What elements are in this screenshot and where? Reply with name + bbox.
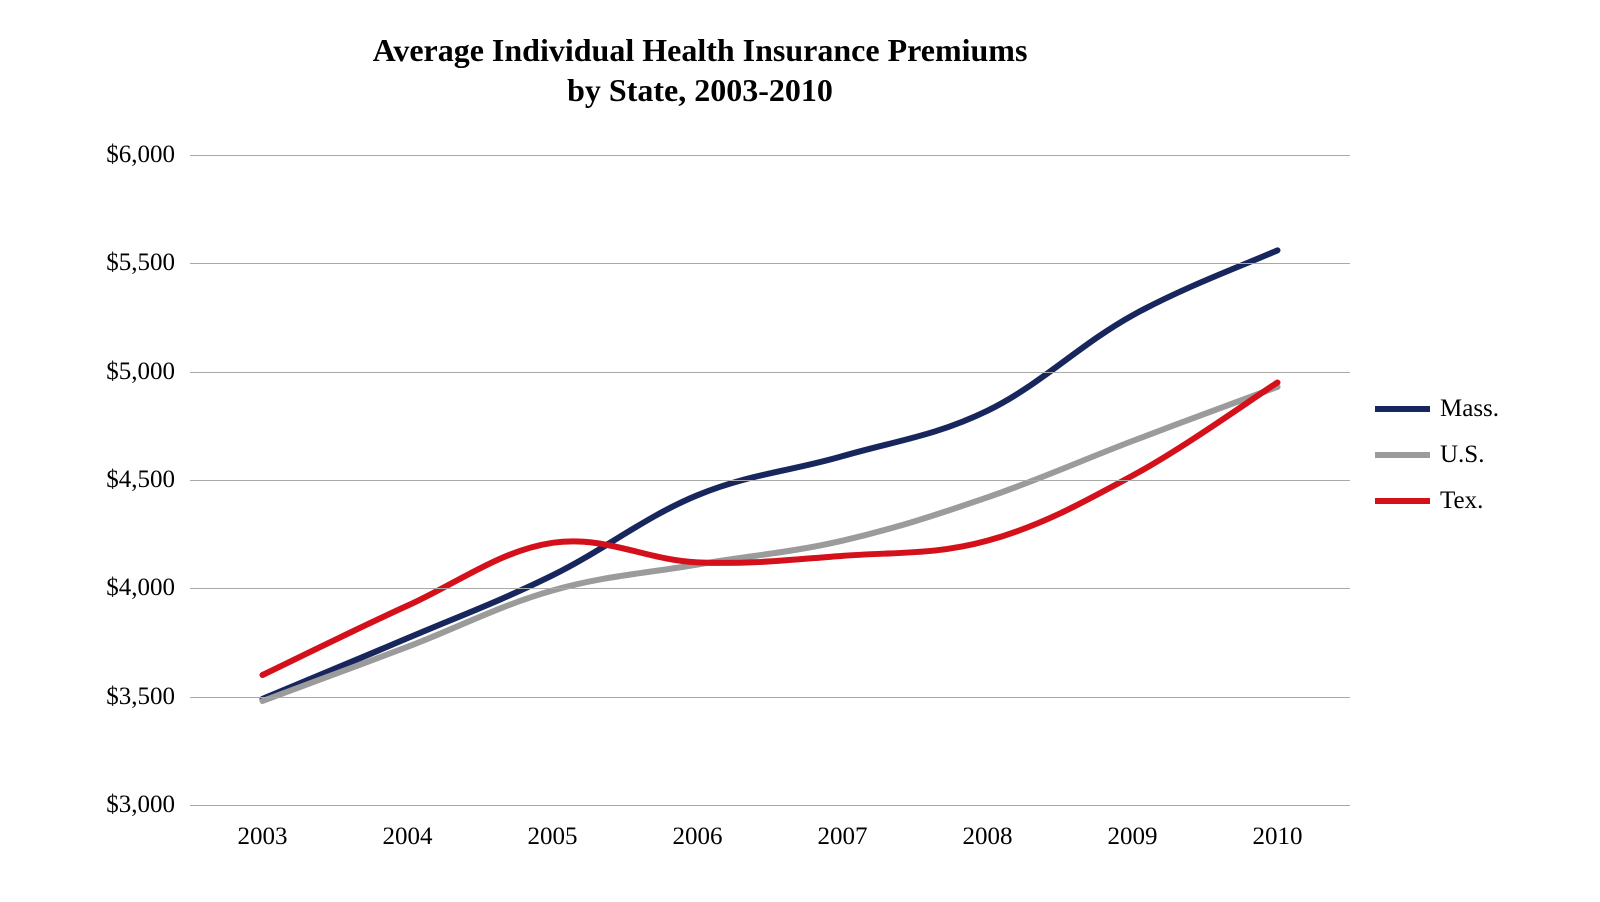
legend-swatch bbox=[1375, 406, 1430, 412]
legend-swatch bbox=[1375, 452, 1430, 458]
x-tick-label: 2009 bbox=[1108, 823, 1158, 851]
legend-label: U.S. bbox=[1440, 441, 1484, 469]
series-line bbox=[263, 387, 1278, 701]
gridline bbox=[190, 480, 1350, 481]
legend-item: U.S. bbox=[1375, 441, 1499, 469]
title-line-1: Average Individual Health Insurance Prem… bbox=[373, 32, 1028, 68]
gridline bbox=[190, 588, 1350, 589]
y-tick-label: $3,500 bbox=[50, 683, 175, 711]
legend-swatch bbox=[1375, 498, 1430, 504]
x-tick-label: 2006 bbox=[673, 823, 723, 851]
y-tick-label: $4,000 bbox=[50, 574, 175, 602]
y-tick-label: $4,500 bbox=[50, 466, 175, 494]
series-line bbox=[263, 250, 1278, 698]
legend-label: Tex. bbox=[1440, 487, 1483, 515]
gridline bbox=[190, 805, 1350, 806]
x-tick-label: 2008 bbox=[963, 823, 1013, 851]
x-tick-label: 2007 bbox=[818, 823, 868, 851]
y-tick-label: $5,500 bbox=[50, 249, 175, 277]
chart-container: Average Individual Health Insurance Prem… bbox=[0, 0, 1600, 902]
x-tick-label: 2004 bbox=[383, 823, 433, 851]
plot-area: $3,000$3,500$4,000$4,500$5,000$5,500$6,0… bbox=[190, 155, 1350, 805]
gridline bbox=[190, 697, 1350, 698]
gridline bbox=[190, 263, 1350, 264]
legend-item: Tex. bbox=[1375, 487, 1499, 515]
y-tick-label: $6,000 bbox=[50, 141, 175, 169]
legend-item: Mass. bbox=[1375, 395, 1499, 423]
legend-label: Mass. bbox=[1440, 395, 1499, 423]
chart-title: Average Individual Health Insurance Prem… bbox=[0, 30, 1400, 110]
y-tick-label: $3,000 bbox=[50, 791, 175, 819]
x-tick-label: 2010 bbox=[1253, 823, 1303, 851]
title-line-2: by State, 2003-2010 bbox=[567, 72, 833, 108]
legend: Mass. U.S. Tex. bbox=[1375, 395, 1499, 533]
gridline bbox=[190, 372, 1350, 373]
gridline bbox=[190, 155, 1350, 156]
series-line bbox=[263, 383, 1278, 676]
x-tick-label: 2005 bbox=[528, 823, 578, 851]
y-tick-label: $5,000 bbox=[50, 358, 175, 386]
x-tick-label: 2003 bbox=[238, 823, 288, 851]
